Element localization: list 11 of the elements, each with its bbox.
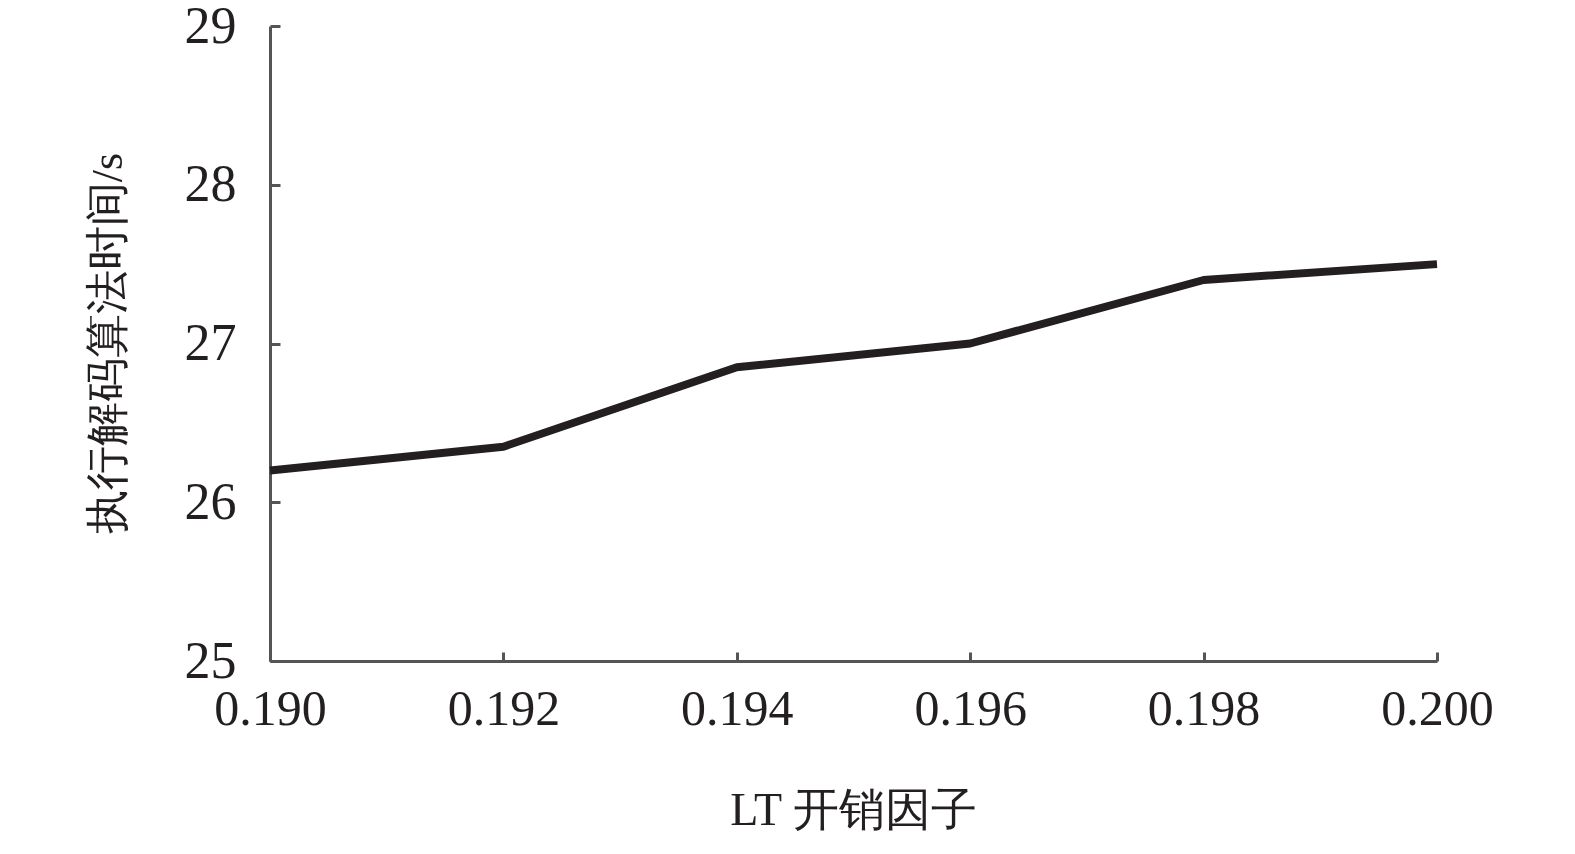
x-tick-label: 0.198 (1147, 679, 1261, 736)
y-tick-label: 26 (184, 472, 237, 530)
x-tick-label: 0.192 (447, 679, 561, 736)
y-tick-label: 29 (184, 0, 237, 54)
y-axis-title: 执行解码算法时间/s (82, 152, 132, 535)
x-tick-label: 0.200 (1381, 679, 1494, 736)
x-axis-title: LT 开销因子 (730, 783, 977, 835)
y-tick-label: 28 (184, 155, 237, 213)
x-tick-label: 0.196 (914, 679, 1027, 736)
y-tick-label: 27 (184, 314, 237, 371)
x-tick-label: 0.194 (681, 679, 794, 736)
